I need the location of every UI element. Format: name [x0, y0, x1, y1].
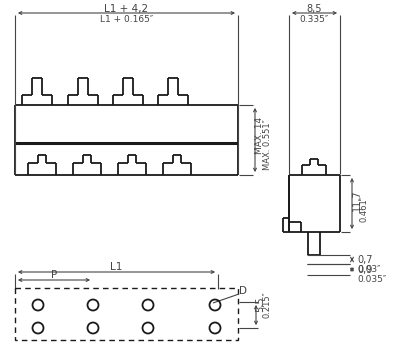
Text: L1 + 0.165″: L1 + 0.165″ [100, 15, 153, 24]
Text: 0.461″: 0.461″ [360, 195, 368, 222]
Text: L1: L1 [110, 262, 123, 272]
Text: 0,7: 0,7 [357, 256, 372, 266]
Text: D: D [239, 286, 247, 296]
Text: 0.03″: 0.03″ [357, 265, 380, 274]
Text: 0.035″: 0.035″ [357, 275, 386, 284]
Text: MAX. 14: MAX. 14 [256, 116, 264, 154]
Text: 8,5: 8,5 [307, 4, 322, 14]
Text: 0,9: 0,9 [357, 266, 372, 275]
Text: P: P [51, 270, 57, 280]
Text: 0.215″: 0.215″ [262, 291, 272, 318]
Text: 0.335″: 0.335″ [300, 15, 329, 24]
Text: L1 + 4,2: L1 + 4,2 [104, 4, 148, 14]
Text: 11,7: 11,7 [352, 190, 362, 211]
Bar [15, 288, 238, 340]
Text: MAX. 0.551″: MAX. 0.551″ [264, 120, 272, 171]
Text: 5,5: 5,5 [255, 297, 265, 312]
